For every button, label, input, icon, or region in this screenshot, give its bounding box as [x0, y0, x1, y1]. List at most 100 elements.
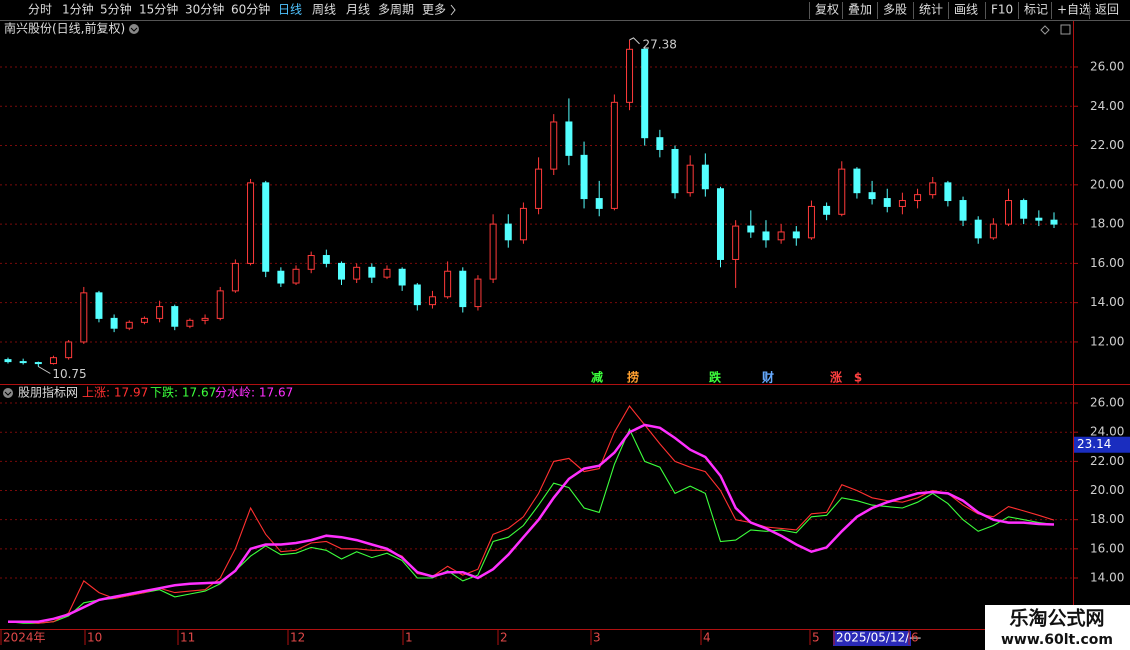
y-tick-label: 26.00	[1090, 59, 1124, 73]
date-label: 11	[180, 631, 195, 645]
period-tab[interactable]: 更多	[422, 3, 446, 17]
main-title: 南兴股份(日线,前复权)	[4, 21, 125, 36]
watermark-url: www.60lt.com	[1001, 632, 1113, 648]
candle-body	[701, 164, 709, 190]
date-label: 12	[290, 631, 305, 645]
date-label: 2024年	[3, 631, 46, 645]
candle-body	[277, 270, 285, 284]
candle-body	[519, 207, 527, 241]
toolbar-button[interactable]: F10	[991, 3, 1013, 17]
candle-body	[428, 296, 436, 306]
candle-body	[4, 359, 12, 363]
candle-body	[125, 321, 133, 329]
candle-body	[1020, 200, 1028, 219]
y-tick-label: 24.00	[1090, 425, 1124, 439]
period-tab[interactable]: 月线	[346, 3, 370, 17]
period-tab[interactable]: 30分钟	[185, 2, 224, 17]
period-tab[interactable]: 15分钟	[139, 2, 178, 17]
candle-body	[474, 278, 482, 308]
event-marker: 跌	[709, 370, 722, 385]
event-marker: $	[854, 371, 862, 385]
candle-body	[383, 268, 391, 278]
toolbar-button[interactable]: 统计	[919, 3, 943, 17]
candle-body	[413, 284, 421, 306]
event-marker: 涨	[830, 370, 842, 385]
candle-body	[322, 255, 330, 264]
date-label: 6	[911, 631, 919, 645]
candle-body	[580, 154, 588, 200]
candle-body	[307, 255, 315, 270]
candle-body	[686, 164, 694, 194]
indicator-line	[8, 405, 1055, 624]
candle-body	[716, 188, 724, 260]
candle-body	[140, 317, 148, 323]
candle-body	[398, 268, 406, 286]
watermark-box	[985, 605, 1130, 650]
period-tab[interactable]: 周线	[312, 3, 336, 17]
diamond-icon[interactable]	[1040, 25, 1050, 35]
candle-body	[504, 223, 512, 241]
candle-body	[792, 231, 800, 239]
candle-body	[49, 357, 57, 365]
candle-body	[156, 306, 164, 319]
candle-body	[19, 361, 27, 364]
period-tab[interactable]: 5分钟	[100, 2, 132, 17]
max-pointer	[629, 37, 640, 45]
candle-body	[247, 182, 255, 264]
square-icon[interactable]	[1060, 24, 1071, 35]
candle-body	[368, 266, 376, 278]
candle-body	[338, 262, 346, 280]
cursor-date-box	[833, 631, 911, 646]
candle-body	[34, 362, 42, 365]
max-label: 27.38	[643, 37, 677, 51]
candle-body	[201, 317, 209, 321]
title-menu-chevron	[130, 27, 138, 32]
date-label: 2	[500, 631, 508, 645]
candle-body	[626, 48, 634, 103]
event-marker: 捞	[627, 370, 639, 385]
candle-body	[444, 270, 452, 298]
candle-body	[489, 223, 497, 280]
toolbar-button[interactable]: 复权	[815, 3, 839, 17]
candle-body	[929, 182, 937, 196]
candle-body	[641, 48, 649, 139]
toolbar-button[interactable]: 多股	[883, 3, 907, 17]
candle-body	[65, 341, 73, 359]
event-marker: 减	[591, 370, 603, 385]
toolbar-button[interactable]: 标记	[1024, 3, 1048, 17]
date-label: 10	[87, 631, 102, 645]
legend-entry: 下跌: 17.67	[150, 385, 216, 400]
candle-body	[186, 319, 194, 327]
period-tab[interactable]: 日线	[278, 3, 302, 17]
candle-body	[1050, 219, 1058, 225]
y-tick-label: 24.00	[1090, 99, 1124, 113]
toolbar-button[interactable]: 画线	[954, 3, 978, 17]
legend-entry: 分水岭: 17.67	[215, 386, 293, 400]
y-tick-label: 26.00	[1090, 396, 1124, 410]
y-tick-label: 22.00	[1090, 454, 1124, 468]
y-tick-label: 18.00	[1090, 512, 1124, 526]
candle-body	[989, 223, 997, 239]
date-label: 3	[593, 631, 601, 645]
period-tab[interactable]: 分时	[28, 3, 52, 17]
candle-body	[732, 225, 740, 260]
candle-body	[853, 168, 861, 194]
period-tab[interactable]: 多周期	[378, 3, 414, 17]
y-tick-label: 14.00	[1090, 295, 1124, 309]
indicator-menu-chevron	[4, 391, 12, 396]
period-tab[interactable]: 1分钟	[62, 2, 94, 17]
toolbar-button[interactable]: 返回	[1095, 3, 1119, 17]
indicator-menu-icon[interactable]	[3, 388, 13, 398]
toolbar-button[interactable]: +自选	[1057, 3, 1091, 17]
candle-body	[747, 225, 755, 233]
y-tick-label: 14.00	[1090, 570, 1124, 584]
y-tick-label: 12.00	[1090, 334, 1124, 348]
candle-body	[777, 231, 785, 241]
title-menu-icon[interactable]	[129, 24, 139, 34]
toolbar-button[interactable]: 叠加	[848, 3, 872, 17]
candle-body	[95, 292, 103, 319]
period-tab[interactable]: 60分钟	[231, 2, 270, 17]
candle-body	[110, 317, 118, 329]
